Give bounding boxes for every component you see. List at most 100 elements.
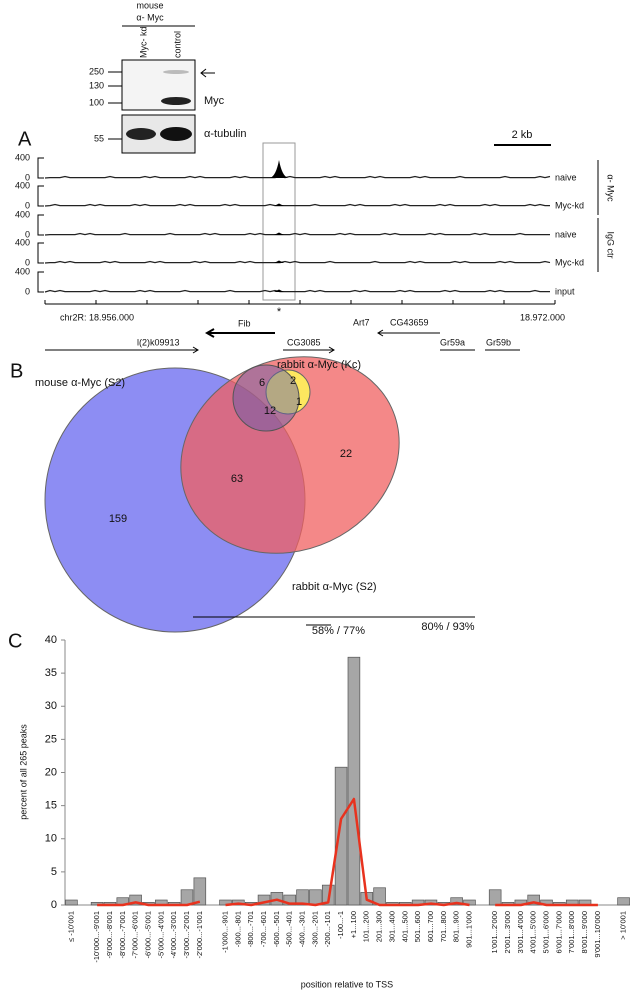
y-tick-label: 40 [45, 634, 57, 646]
x-tick-label: 8'001...9'000 [580, 911, 589, 953]
lane-label: control [172, 31, 182, 58]
band [126, 128, 156, 140]
bar [334, 766, 348, 906]
gene-label: l(2)k09913 [137, 337, 180, 347]
bar [450, 897, 463, 906]
x-tick-label: 901...1'000 [464, 911, 473, 948]
x-tick-label: 301...400 [387, 911, 396, 942]
track-signal [44, 175, 551, 179]
x-tick-label: 201...300 [375, 911, 384, 942]
y-tick-label: 25 [45, 733, 57, 745]
bar [565, 899, 579, 906]
count: 1 [296, 396, 302, 408]
y-axis-title: percent of all 265 peaks [18, 724, 28, 820]
x-tick-label: -300...-201 [310, 911, 319, 947]
y-tick-label: 5 [51, 866, 57, 878]
track-axis [37, 214, 44, 236]
x-tick-label: 5'001...6'000 [542, 911, 551, 953]
x-tick-label: +1...100 [349, 911, 358, 938]
y-tick-label: 20 [45, 766, 57, 778]
track-tick: 0 [25, 172, 30, 182]
gene-arrow [204, 328, 275, 338]
x-tick-label: -1'000...-901 [220, 911, 229, 953]
x-tick-label: 9'001...10'000 [593, 911, 602, 958]
track-axis [37, 242, 44, 264]
set-overlap [232, 364, 300, 432]
track-tick: 0 [25, 229, 30, 239]
gene-label: Art7 [353, 317, 370, 327]
x-tick-label: -100...-1 [336, 911, 345, 939]
x-tick-label: 601...700 [426, 911, 435, 942]
band [161, 97, 191, 105]
peak [274, 260, 284, 263]
x-tick-label: 3'001...4'000 [516, 911, 525, 953]
x-tick-label: 401...500 [400, 911, 409, 942]
panel-label: A [18, 128, 32, 150]
line [97, 799, 623, 905]
count: 159 [109, 513, 127, 525]
band [160, 127, 192, 141]
track-tick: 400 [15, 266, 30, 276]
gene-label: CG3085 [287, 337, 321, 347]
band [163, 70, 189, 74]
marker-label: 55 [94, 133, 104, 143]
gene-arrow [283, 346, 335, 354]
x-tick-label: -600...-501 [272, 911, 281, 947]
x-tick-label: 1'001...2'000 [490, 911, 499, 953]
bar [65, 899, 78, 906]
count: 63 [231, 473, 243, 485]
marker-label: 100 [89, 97, 104, 107]
peak [274, 203, 284, 206]
track-name: Myc-kd [555, 200, 584, 210]
gene-arrow [45, 346, 199, 354]
count: 22 [340, 448, 352, 460]
band-label: Myc [204, 95, 225, 107]
group-label: IgG ctr [606, 231, 616, 258]
band-label: α-tubulin [204, 128, 246, 140]
bar [129, 894, 142, 906]
x-tick-label: 7'001...8'000 [567, 911, 576, 953]
track-axis [37, 157, 44, 179]
bar [488, 889, 502, 906]
count: 2 [290, 375, 296, 387]
x-tick-label: -500...-401 [285, 911, 294, 947]
track-signal [44, 232, 550, 236]
x-tick-label: -900...-801 [233, 911, 242, 947]
x-tick-label: 4'001...5'000 [529, 911, 538, 953]
arrow [200, 68, 215, 78]
track-tick: 0 [25, 257, 30, 267]
x-tick-label: -4'000...-3'001 [169, 911, 178, 958]
track-axis [37, 271, 44, 293]
gene-label: Fib [238, 318, 251, 328]
bar [360, 892, 374, 906]
bar [232, 899, 245, 906]
coordinate: 18.972.000 [520, 312, 565, 322]
track-name: Myc-kd [555, 257, 584, 267]
bar [309, 889, 322, 906]
count: 6 [259, 377, 265, 389]
gene-label: Gr59b [486, 337, 511, 347]
x-tick-label: ≤ -10'001 [66, 911, 75, 942]
peak [274, 232, 284, 235]
bar [193, 877, 207, 906]
x-tick-label: -2'000...-1'001 [195, 911, 204, 958]
peak [274, 289, 284, 292]
track-axis [37, 185, 44, 207]
group-label: α- Myc [606, 174, 616, 202]
bar [617, 897, 630, 906]
x-tick-label: -200...-101 [323, 911, 332, 947]
y-tick-label: 35 [45, 667, 57, 679]
track-name: naive [555, 229, 577, 239]
x-tick-label: 801...900 [452, 911, 461, 942]
x-tick-label: -400...-301 [298, 911, 307, 947]
gene-label: Gr59a [440, 337, 465, 347]
annotation: 80% / 93% [421, 621, 474, 633]
bar [116, 897, 130, 906]
set-label: rabbit α-Myc (S2) [292, 581, 377, 593]
y-tick-label: 30 [45, 700, 57, 712]
x-tick-label: -8'000...-7'001 [118, 911, 127, 958]
y-tick-label: 15 [45, 800, 57, 812]
set-label: mouse α-Myc (S2) [35, 377, 125, 389]
x-tick-label: -800...-701 [246, 911, 255, 947]
